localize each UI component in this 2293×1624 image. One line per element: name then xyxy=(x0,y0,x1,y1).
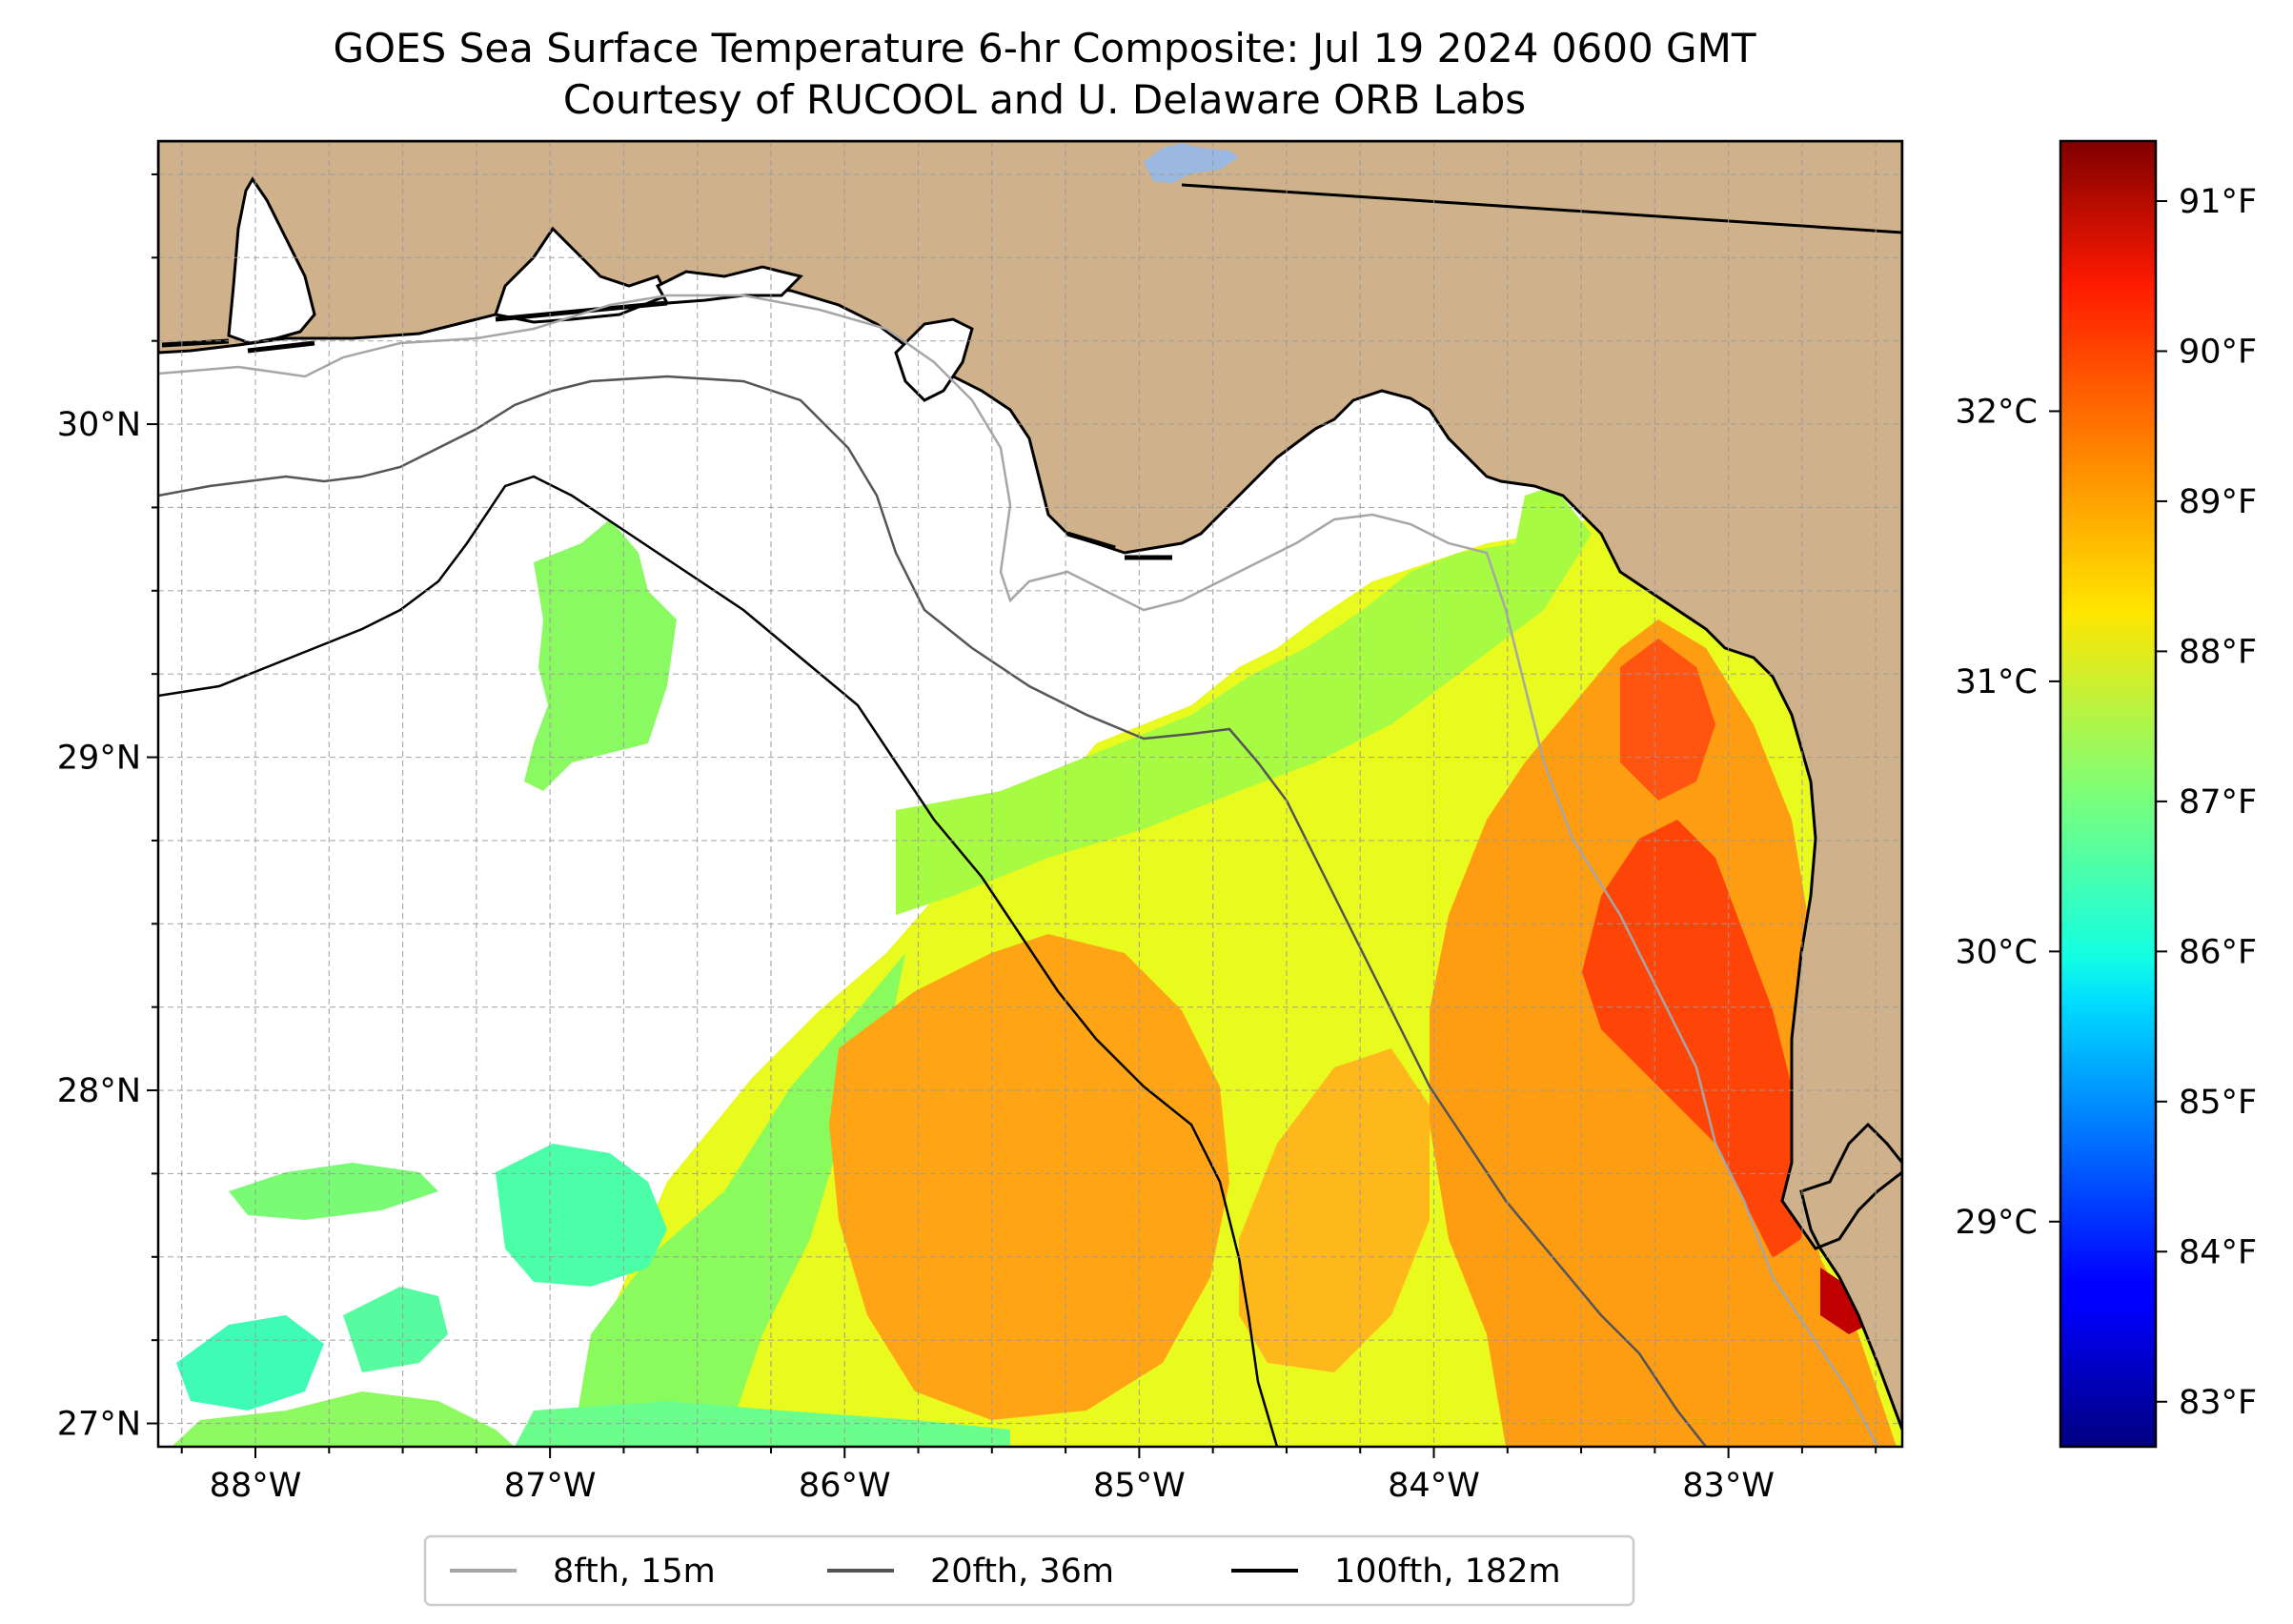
colorbar-f-tick-label: 83°F xyxy=(2179,1384,2257,1422)
lat-tick-label: 27°N xyxy=(57,1406,141,1444)
apalachicola-bay xyxy=(894,317,974,402)
map-area[interactable] xyxy=(158,141,1902,1447)
colorbar-f-tick-label: 90°F xyxy=(2179,333,2257,371)
sst-green-patch-west-2 xyxy=(229,1163,438,1220)
sst-cyan-patch-west-2 xyxy=(343,1287,448,1372)
lon-tick-label: 87°W xyxy=(504,1467,597,1505)
sst-dark-red-coast xyxy=(1820,1268,1868,1334)
colorbar-f-tick-label: 87°F xyxy=(2179,783,2257,822)
barrier-islands xyxy=(161,300,1172,560)
colorbar-c-tick-label: 31°C xyxy=(1956,663,2038,701)
mobile-bay xyxy=(227,176,316,345)
lon-tick-label: 86°W xyxy=(799,1467,891,1505)
colorbar-c-tick-label: 30°C xyxy=(1956,933,2038,971)
colorbar-gradient xyxy=(2059,139,2158,1449)
contour-20fth xyxy=(158,375,1707,1447)
lon-tick-label: 88°W xyxy=(210,1467,302,1505)
sst-red-north xyxy=(1620,639,1715,801)
legend-label: 8fth, 15m xyxy=(553,1553,716,1591)
map-frame xyxy=(156,139,1904,1449)
colorbar-c-tick-label: 32°C xyxy=(1956,393,2038,431)
lake xyxy=(1144,143,1239,183)
legend-box xyxy=(423,1534,1635,1607)
colorbar-f-tick-label: 84°F xyxy=(2179,1233,2257,1271)
lon-tick-label: 84°W xyxy=(1388,1467,1480,1505)
sst-green-patch-south xyxy=(172,1391,515,1447)
lat-tick-label: 28°N xyxy=(57,1072,141,1110)
colorbar-f-tick-label: 88°F xyxy=(2179,633,2257,671)
choctawhatchee-bay xyxy=(655,265,803,305)
sst-orange-central-2 xyxy=(1239,1048,1430,1372)
sst-green-patch-northwest xyxy=(524,519,677,791)
lon-tick-label: 83°W xyxy=(1682,1467,1775,1505)
longitude-labels: 88°W 87°W 86°W 85°W 84°W 83°W xyxy=(210,1467,1775,1505)
sst-red-east xyxy=(1582,820,1811,1258)
map-axis-ticks xyxy=(147,173,1877,1458)
contour-8fth xyxy=(158,294,1879,1447)
colorbar-c-tick-label: 29°C xyxy=(1956,1204,2038,1242)
colorbar-f-tick-label: 89°F xyxy=(2179,483,2257,521)
graticule-gridlines xyxy=(158,141,1902,1447)
lat-tick-label: 29°N xyxy=(57,740,141,778)
legend-label: 100fth, 182m xyxy=(1334,1553,1561,1591)
contour-legend: 8fth, 15m 20fth, 36m 100fth, 182m xyxy=(423,1534,1635,1607)
contour-100fth xyxy=(158,475,1279,1447)
state-boundary xyxy=(1181,183,1902,234)
colorbar-f-tick-label: 86°F xyxy=(2179,933,2257,971)
colorbar-fahrenheit-ticks: 83°F 84°F 85°F 86°F 87°F 88°F 89°F 90°F 91°F xyxy=(2156,183,2257,1422)
land-mass xyxy=(158,141,1902,1431)
map-title: GOES Sea Surface Temperature 6-hr Compos… xyxy=(333,25,1756,71)
latitude-labels: 27°N 28°N 29°N 30°N xyxy=(57,406,141,1443)
sst-orange-central xyxy=(829,934,1229,1420)
colorbar-celsius-ticks: 29°C 30°C 31°C 32°C xyxy=(1956,393,2060,1242)
sst-cyan-patch-southwest xyxy=(176,1315,324,1411)
colorbar: 83°F 84°F 85°F 86°F 87°F 88°F 89°F 90°F 91°F 29°… xyxy=(1956,139,2257,1449)
sst-green-band-west xyxy=(572,953,905,1447)
lon-tick-label: 85°W xyxy=(1093,1467,1186,1505)
lat-tick-label: 30°N xyxy=(57,406,141,444)
legend-label: 20fth, 36m xyxy=(930,1553,1114,1591)
colorbar-f-tick-label: 85°F xyxy=(2179,1084,2257,1122)
sst-green-band-north xyxy=(896,486,1592,915)
map-subtitle: Courtesy of RUCOOL and U. Delaware ORB L… xyxy=(562,76,1527,123)
colorbar-f-tick-label: 91°F xyxy=(2179,183,2257,221)
